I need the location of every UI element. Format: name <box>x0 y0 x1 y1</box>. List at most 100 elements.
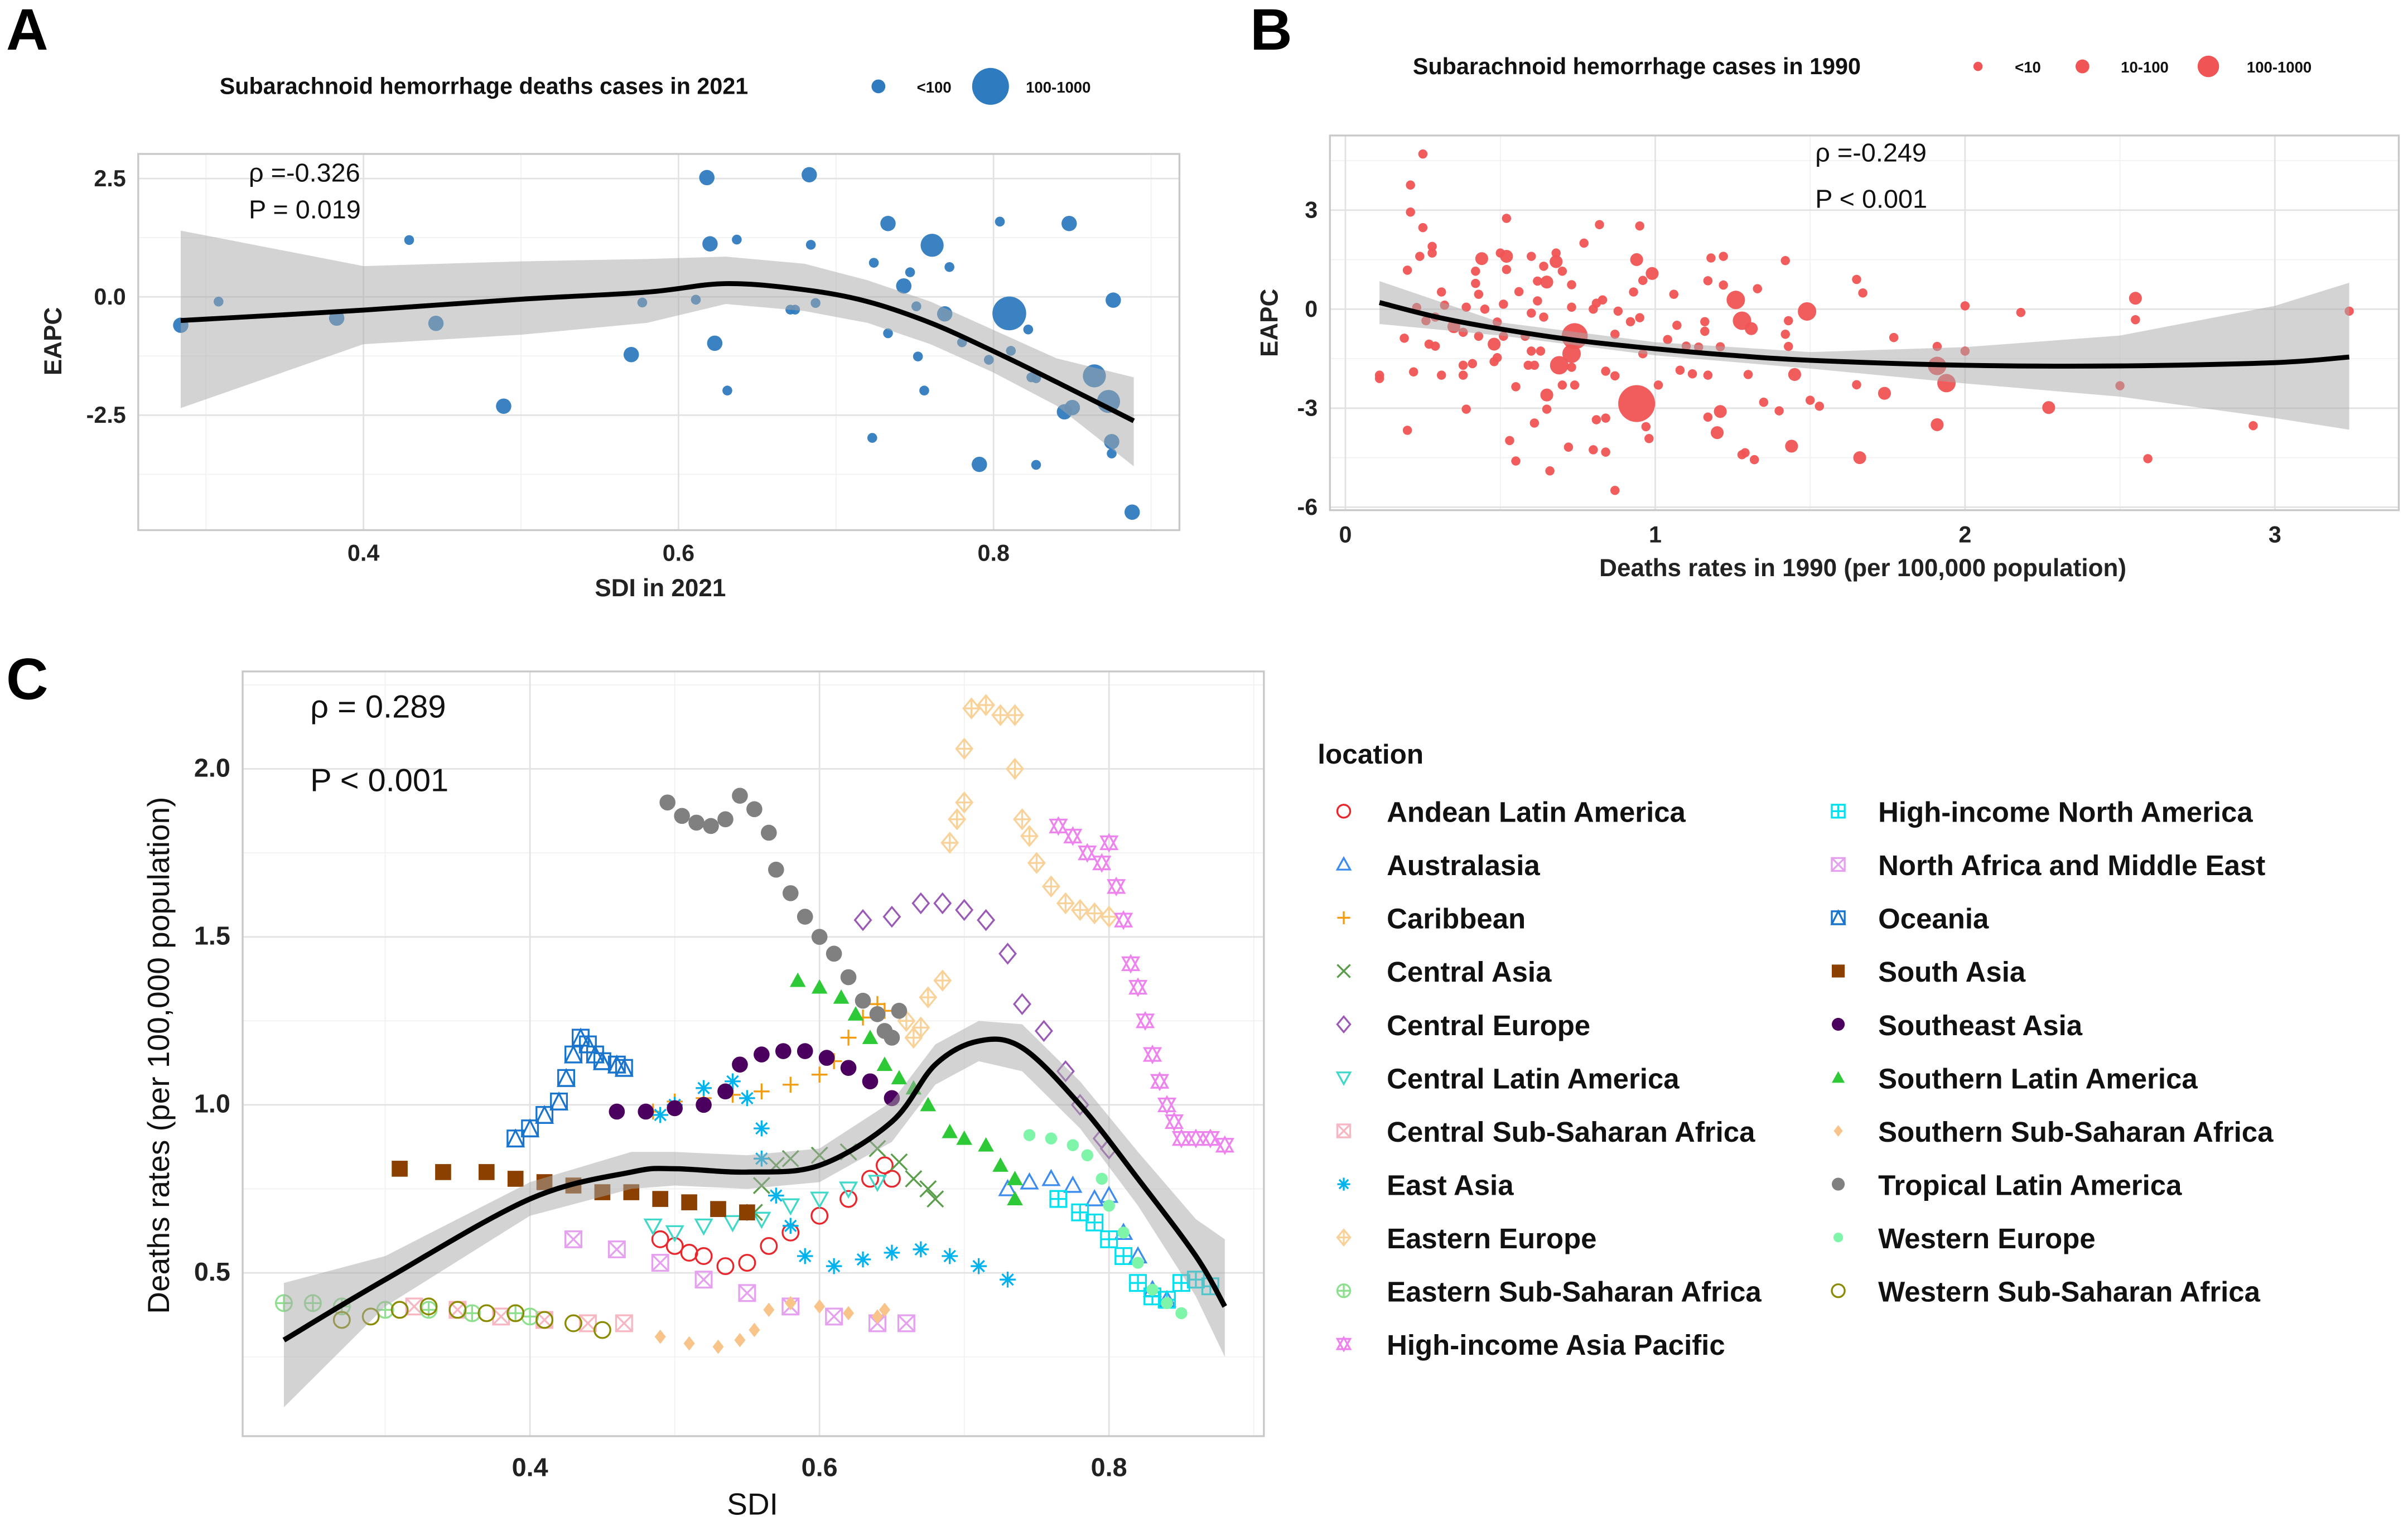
marker-shape <box>1000 1271 1016 1288</box>
data-point <box>1669 289 1679 299</box>
marker-shape <box>942 1248 958 1264</box>
data-point-east-asia <box>884 1244 900 1261</box>
data-point <box>1567 302 1576 312</box>
data-point <box>1500 250 1513 263</box>
data-point <box>805 240 816 250</box>
marker-shape <box>739 1204 755 1221</box>
data-point <box>1458 360 1468 370</box>
data-point <box>1427 248 1437 258</box>
marker-shape <box>725 1073 741 1090</box>
data-point <box>722 385 732 396</box>
data-point-southern-latin-america <box>992 1157 1008 1172</box>
legend-item: Central Europe <box>1336 1010 1590 1041</box>
marker-shape <box>607 1240 626 1258</box>
legend-c: Andean Latin America Australasia Caribbean… <box>1335 796 2274 1361</box>
data-point-eastern-europe <box>933 969 952 992</box>
data-point-north-africa-and-middle-east <box>738 1284 756 1302</box>
legend-b-label-2: 100-1000 <box>2247 59 2312 76</box>
marker-shape <box>1142 1044 1162 1065</box>
marker-shape <box>1096 1172 1108 1185</box>
data-point <box>1960 301 1970 311</box>
marker-shape <box>884 1030 900 1046</box>
marker-shape <box>732 1056 748 1073</box>
marker-shape <box>1336 804 1352 819</box>
marker-shape <box>761 824 777 841</box>
marker-shape <box>977 909 996 931</box>
marker-shape <box>818 1050 835 1066</box>
plot-border <box>1329 134 2400 511</box>
data-point <box>1785 440 1798 453</box>
data-point-high-income-asia-pacific <box>1186 1128 1206 1148</box>
marker-shape <box>1336 1123 1352 1138</box>
rho-b: ρ =-0.249 <box>1815 138 1927 167</box>
data-point-southern-latin-america <box>862 1030 879 1044</box>
marker-shape <box>406 1297 423 1315</box>
data-point-southern-latin-america <box>942 1123 958 1138</box>
legend-b: Subarachnoid hemorrhage cases in 1990 <1… <box>1413 54 2312 79</box>
data-point-central-europe <box>955 899 974 921</box>
data-point <box>1784 316 1793 326</box>
marker-shape <box>811 979 828 994</box>
data-point <box>1124 504 1140 520</box>
legend-key-icon <box>1335 1071 1352 1086</box>
marker-shape <box>535 1311 554 1329</box>
legend-a: Subarachnoid hemorrhage deaths cases in … <box>220 67 1090 105</box>
marker-shape <box>710 1201 726 1217</box>
data-point-tropical-latin-america <box>782 885 799 901</box>
legend-a-label-0: <100 <box>917 79 952 96</box>
marker-shape <box>464 1305 480 1321</box>
legend-item: Andean Latin America <box>1336 796 1686 828</box>
data-point <box>1635 313 1644 322</box>
y-tick-label: 0.5 <box>194 1257 230 1286</box>
plot-c: 0.4 0.6 0.8 2.0 1.5 1.0 0.5 <box>194 670 1265 1481</box>
marker-shape <box>1056 892 1075 915</box>
legend-item: Central Asia <box>1336 956 1552 988</box>
marker-shape <box>1337 911 1350 924</box>
data-point <box>1461 404 1471 414</box>
smooth-fit-line <box>282 1036 1227 1343</box>
marker-shape <box>746 801 763 818</box>
data-point <box>1505 436 1514 446</box>
data-point <box>1798 302 1817 321</box>
legend-key-icon <box>1335 1335 1352 1353</box>
data-point-central-latin-america <box>723 1215 742 1233</box>
marker-shape <box>696 1097 712 1113</box>
marker-shape <box>507 1171 524 1187</box>
data-point <box>1858 288 1867 298</box>
x-tick-label: 2 <box>1958 522 1971 548</box>
legend-key-icon <box>1336 1228 1352 1247</box>
data-point <box>1780 330 1790 339</box>
marker-shape <box>1070 899 1089 921</box>
data-point <box>1749 455 1759 465</box>
marker-shape <box>1041 1168 1061 1186</box>
marker-shape <box>1034 1020 1053 1042</box>
data-point <box>1406 180 1415 190</box>
data-point-tropical-latin-america <box>717 811 734 828</box>
data-point-australasia <box>1063 1175 1083 1193</box>
data-point-eastern-europe <box>1006 704 1024 726</box>
data-point-central-asia <box>926 1190 944 1208</box>
marker-shape <box>681 1194 697 1210</box>
marker-shape <box>962 697 981 720</box>
marker-shape <box>752 1211 771 1229</box>
marker-shape <box>810 1191 829 1209</box>
data-point <box>1675 365 1685 375</box>
legend-label: North Africa and Middle East <box>1878 849 2265 881</box>
data-point-western-europe <box>1161 1297 1173 1310</box>
marker-shape <box>522 1308 538 1325</box>
data-point <box>1753 284 1763 293</box>
x-tick-label: 0.8 <box>978 540 1010 566</box>
data-point <box>1562 344 1581 363</box>
data-point-east-asia <box>942 1248 958 1264</box>
data-point-high-income-north-america <box>1085 1213 1104 1232</box>
marker-shape <box>754 1120 770 1137</box>
marker-shape <box>1115 1248 1132 1264</box>
marker-shape <box>592 1051 612 1070</box>
marker-shape <box>940 832 959 854</box>
marker-shape <box>390 1301 409 1319</box>
marker-shape <box>564 1314 582 1332</box>
marker-shape <box>826 1258 842 1274</box>
marker-shape <box>1833 1125 1843 1137</box>
data-point-western-europe <box>1146 1283 1159 1296</box>
marker-shape <box>789 972 806 987</box>
